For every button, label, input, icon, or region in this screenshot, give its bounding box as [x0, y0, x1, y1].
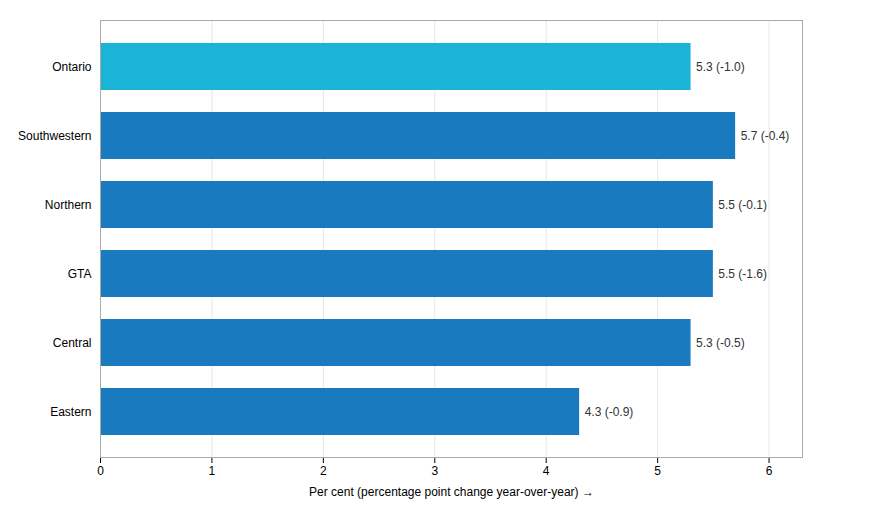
- svg-text:1: 1: [209, 464, 216, 478]
- svg-text:GTA: GTA: [68, 267, 92, 281]
- svg-text:0: 0: [97, 464, 104, 478]
- svg-text:Southwestern: Southwestern: [18, 129, 91, 143]
- svg-text:Ontario: Ontario: [52, 60, 92, 74]
- svg-text:5: 5: [654, 464, 661, 478]
- svg-text:Eastern: Eastern: [50, 405, 91, 419]
- svg-text:5.7 (-0.4): 5.7 (-0.4): [741, 129, 790, 143]
- svg-text:Per cent (percentage point cha: Per cent (percentage point change year-o…: [309, 485, 594, 499]
- svg-text:4: 4: [543, 464, 550, 478]
- svg-text:3: 3: [431, 464, 438, 478]
- svg-text:5.3 (-0.5): 5.3 (-0.5): [696, 336, 745, 350]
- svg-text:Northern: Northern: [45, 198, 92, 212]
- svg-text:2: 2: [320, 464, 327, 478]
- svg-text:4.3 (-0.9): 4.3 (-0.9): [585, 405, 634, 419]
- svg-text:5.3 (-1.0): 5.3 (-1.0): [696, 60, 745, 74]
- svg-text:5.5 (-0.1): 5.5 (-0.1): [718, 198, 767, 212]
- svg-text:Central: Central: [53, 336, 92, 350]
- svg-text:5.5 (-1.6): 5.5 (-1.6): [718, 267, 767, 281]
- svg-text:6: 6: [766, 464, 773, 478]
